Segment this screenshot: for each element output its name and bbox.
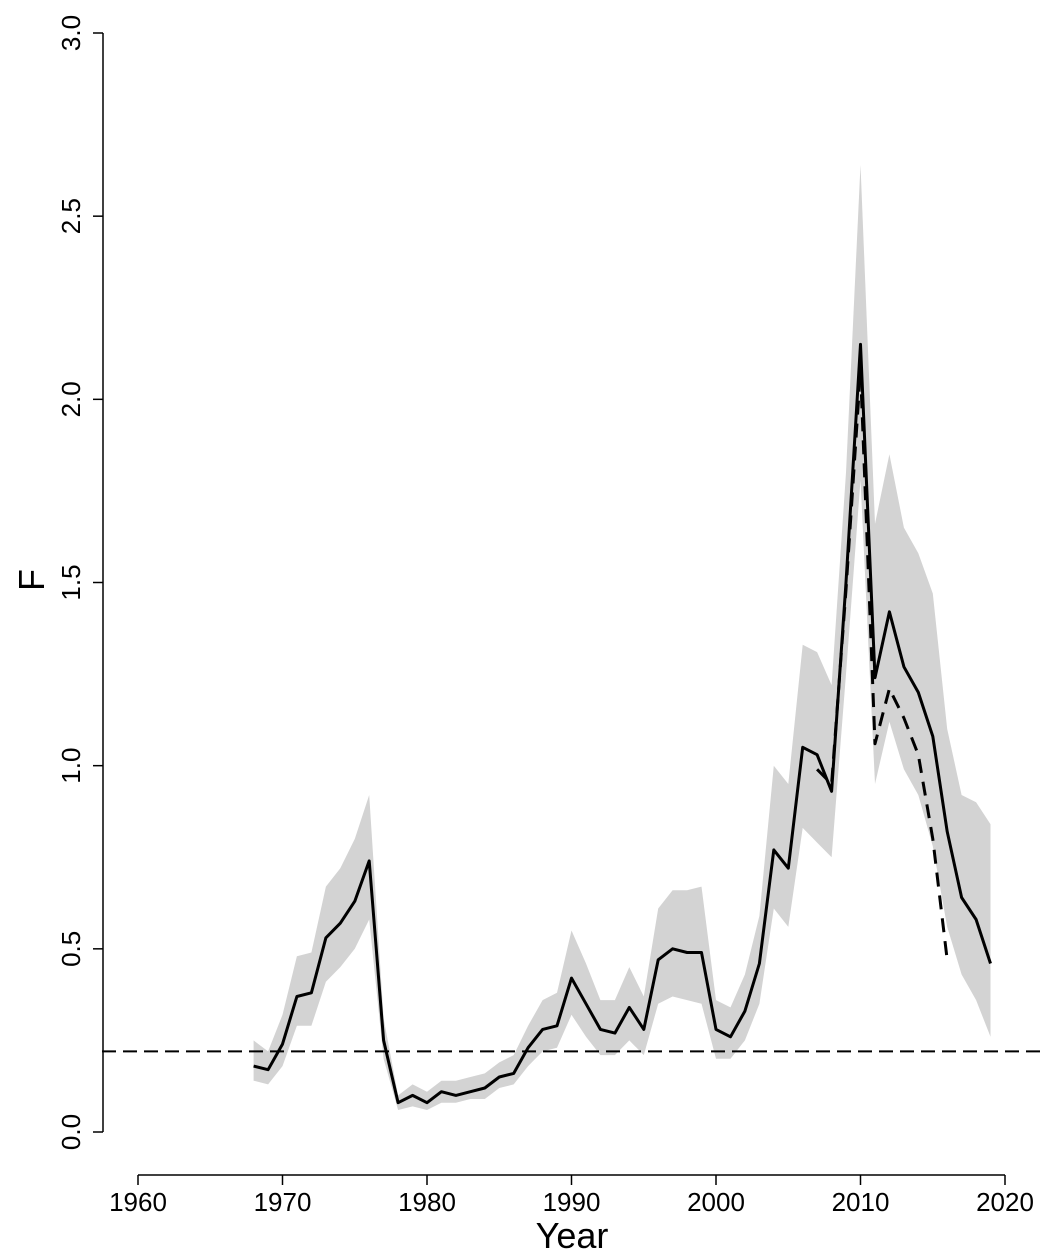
x-tick-label: 1960 (109, 1187, 167, 1217)
series-line-layer (253, 342, 992, 1105)
x-tick-label: 1970 (254, 1187, 312, 1217)
y-tick-label: 0.0 (56, 1114, 86, 1150)
y-tick-label: 2.0 (56, 381, 86, 417)
y-tick-label: 0.5 (56, 931, 86, 967)
x-tick-label: 1980 (398, 1187, 456, 1217)
series-line-dashed (816, 368, 949, 960)
y-tick-label: 1.0 (56, 748, 86, 784)
x-axis-label: Year (536, 1215, 609, 1256)
x-tick-label: 2010 (832, 1187, 890, 1217)
x-tick-label: 2020 (976, 1187, 1034, 1217)
x-tick-label: 1990 (543, 1187, 601, 1217)
series-line-solid (253, 342, 992, 1105)
y-axis-label: F (11, 569, 52, 591)
y-tick-label: 3.0 (56, 15, 86, 51)
y-tick-label: 2.5 (56, 198, 86, 234)
axes-layer: 1960 1970 1980 1990 2000 2010 2020 0.0 0.5 1.0 1.5… (56, 15, 1034, 1217)
confidence-band-layer (253, 164, 991, 1110)
y-tick-label: 1.5 (56, 564, 86, 600)
confidence-band (253, 164, 991, 1110)
x-tick-label: 2000 (687, 1187, 745, 1217)
